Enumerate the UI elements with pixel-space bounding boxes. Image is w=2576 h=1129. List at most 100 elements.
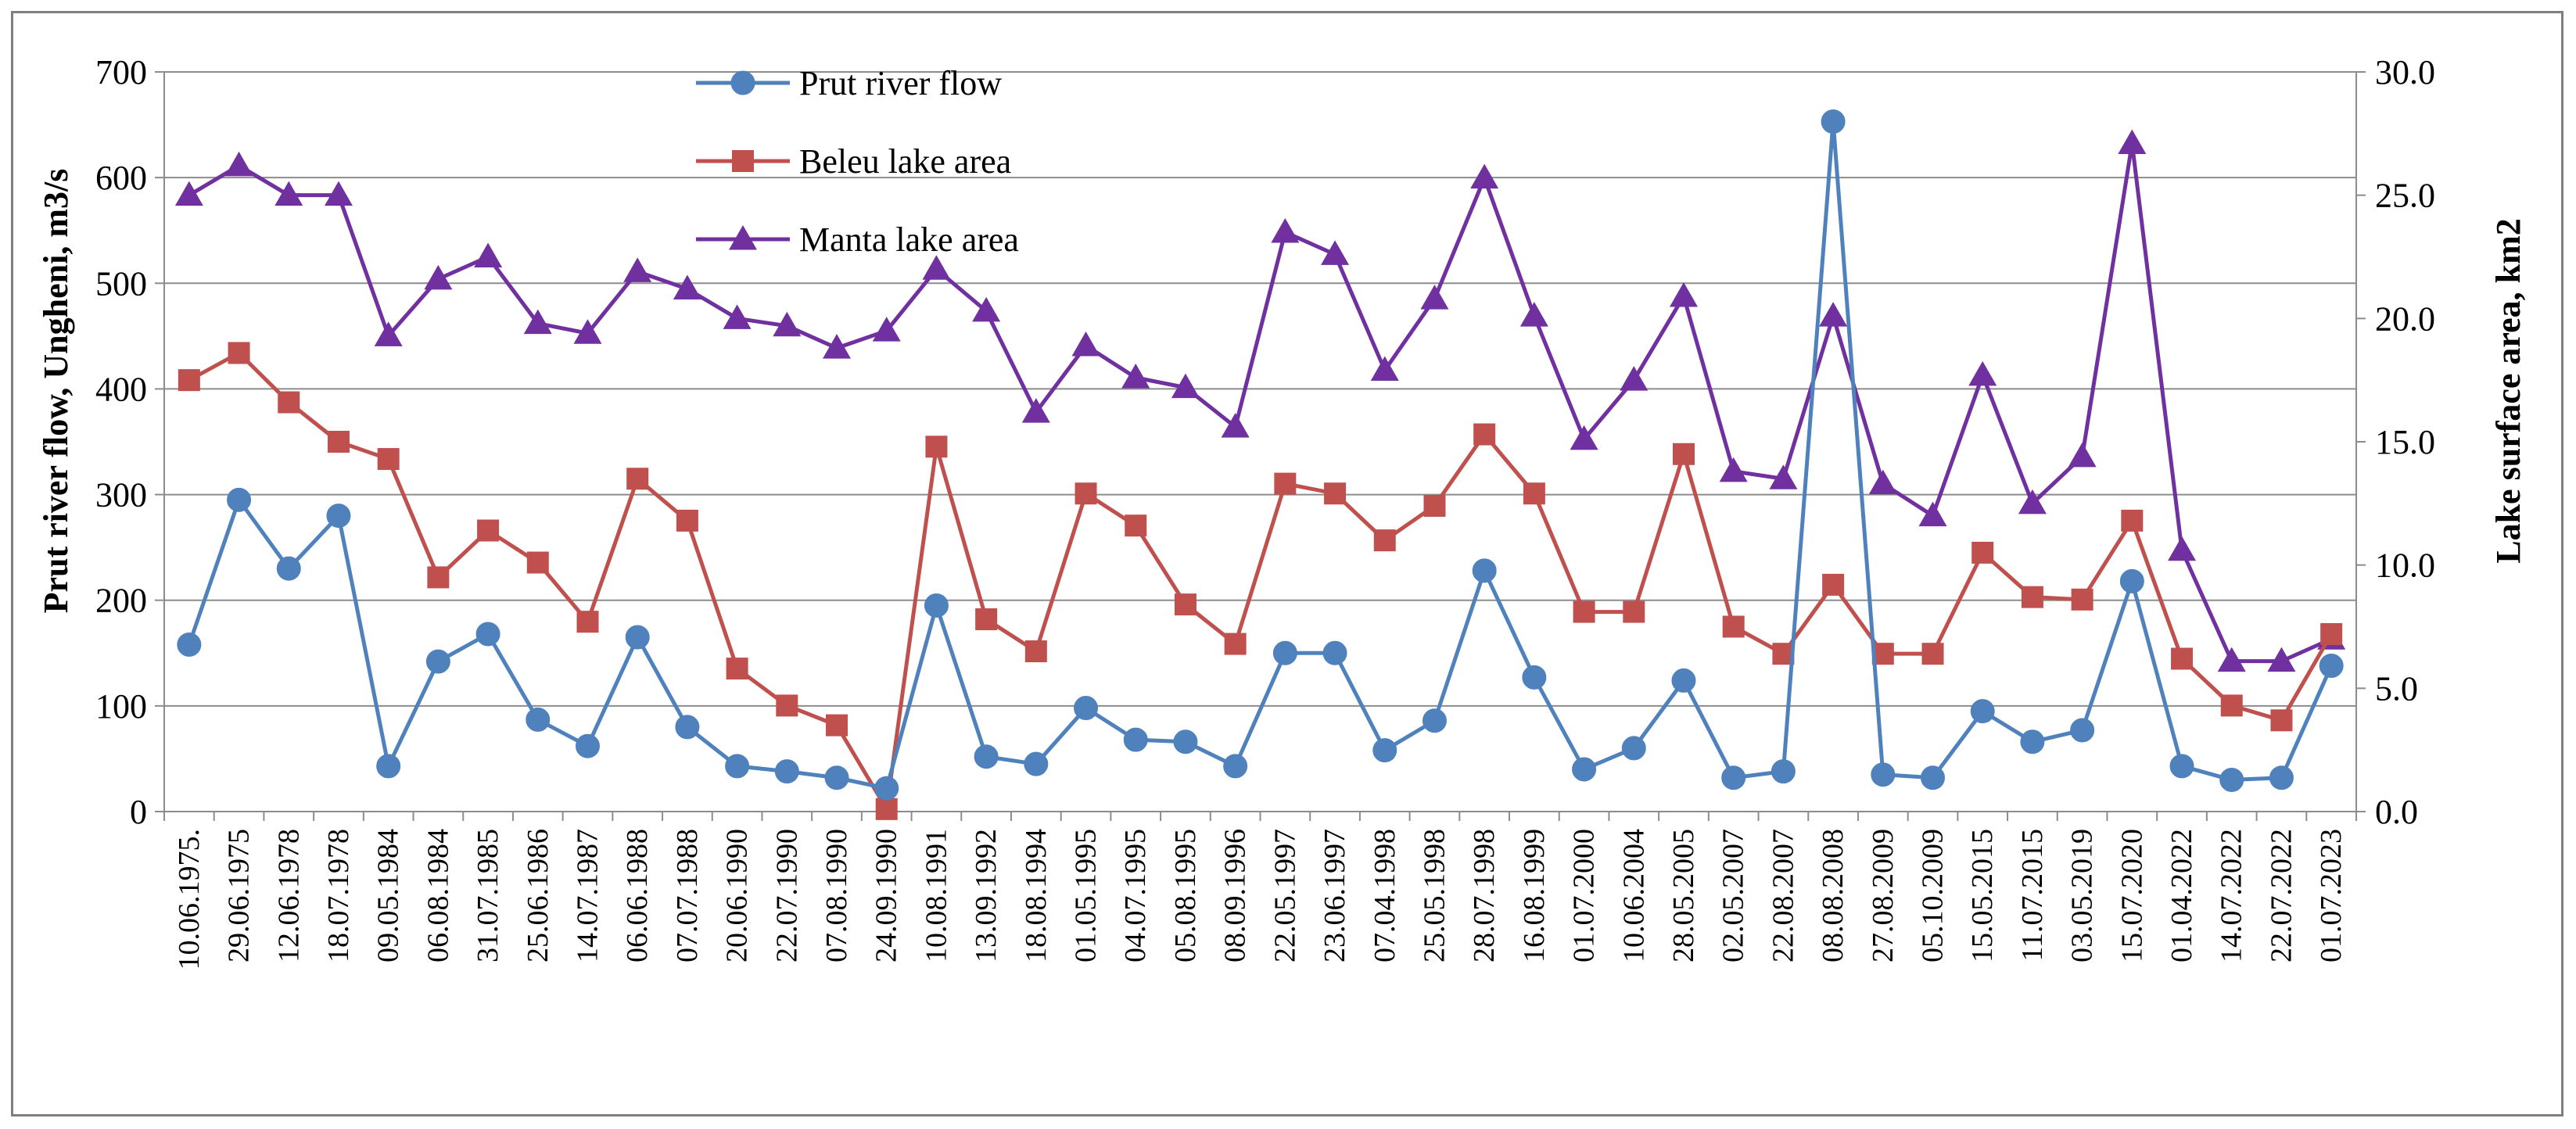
x-tick-label: 01.04.2022 (2165, 829, 2198, 962)
data-point (1572, 757, 1597, 782)
legend: Prut river flow Beleu lake area Manta lake… (696, 64, 1019, 259)
data-point (327, 431, 350, 453)
data-point (2020, 729, 2045, 754)
data-point (1324, 482, 1347, 505)
x-tick-label: 08.08.2008 (1817, 829, 1849, 962)
data-point (1171, 373, 1200, 399)
data-point (623, 257, 652, 282)
series-line (188, 350, 2334, 812)
series-line (187, 120, 2334, 790)
data-point (1024, 751, 1049, 776)
y-left-tick-label: 400 (95, 370, 147, 408)
data-point (675, 715, 700, 740)
x-tick-label: 01.07.2023 (2315, 829, 2348, 962)
x-tick-label: 18.08.1994 (1020, 829, 1053, 962)
x-tick-label: 18.07.1978 (322, 829, 355, 962)
data-point (1071, 332, 1100, 357)
data-point (2118, 129, 2147, 154)
data-point (1121, 364, 1150, 389)
data-point (1721, 765, 1746, 790)
data-point (174, 181, 203, 206)
x-tick-label: 22.08.2007 (1767, 829, 1799, 962)
data-point (1868, 469, 1897, 495)
data-point (924, 593, 949, 618)
data-point (1470, 163, 1499, 189)
data-point (1722, 615, 1745, 638)
x-tick-label: 28.07.1998 (1468, 829, 1501, 962)
data-point (1822, 573, 1845, 596)
x-tick-label: 15.05.2015 (1966, 829, 1999, 962)
data-point (972, 296, 1001, 322)
data-point (477, 519, 500, 542)
data-point (1420, 285, 1449, 310)
data-point (2267, 647, 2296, 672)
gridlines (164, 71, 2356, 707)
x-tick-label: 23.06.1997 (1318, 829, 1351, 962)
data-point (2269, 765, 2294, 790)
x-tick-label: 27.08.2009 (1867, 829, 1900, 962)
x-tick-label: 22.07.2022 (2265, 829, 2298, 962)
data-point (824, 765, 849, 790)
x-tick-label: 12.06.1978 (272, 829, 305, 962)
x-tick-label: 29.06.1975 (223, 829, 256, 962)
x-tick-label: 24.09.1990 (870, 829, 903, 962)
data-point (1074, 696, 1099, 721)
data-point (1918, 501, 1947, 527)
data-point (1669, 281, 1698, 307)
data-point (1769, 464, 1798, 489)
x-tick-label: 09.05.1984 (372, 829, 405, 962)
legend-entry: Prut river flow (696, 64, 1002, 102)
data-point (475, 622, 500, 647)
data-point (776, 694, 798, 717)
y-left-tick-label: 700 (95, 53, 147, 91)
data-point (1423, 494, 1446, 517)
data-point (975, 608, 998, 631)
x-tick-label: 25.05.1998 (1418, 829, 1451, 962)
data-point (1523, 482, 1545, 505)
data-point (1322, 640, 1347, 665)
x-tick-label: 05.08.1995 (1169, 829, 1202, 962)
y-axis-left-ticks: 0 100 200 300 400 500 600 700 (95, 53, 147, 831)
data-point (1473, 423, 1496, 446)
x-tick-label: 25.06.1986 (522, 829, 554, 962)
data-point (376, 754, 401, 779)
data-point (177, 632, 202, 657)
data-point (326, 504, 351, 529)
legend-label: Prut river flow (799, 64, 1002, 102)
data-point (1970, 699, 1995, 724)
y-left-tick-label: 500 (95, 264, 147, 303)
data-point (2121, 509, 2144, 532)
data-point (2219, 767, 2244, 792)
x-tick-label: 20.06.1990 (721, 829, 754, 962)
data-point (773, 311, 802, 337)
data-point (425, 649, 450, 674)
y-left-tick-label: 100 (95, 687, 147, 726)
data-point (625, 625, 650, 650)
data-point (324, 181, 353, 206)
data-point (377, 448, 400, 471)
data-point (2270, 709, 2293, 732)
series-layer (174, 109, 2346, 820)
y-right-tick-label: 0.0 (2375, 793, 2418, 831)
data-point (2021, 586, 2043, 608)
data-point (1871, 762, 1896, 787)
data-point (228, 342, 250, 364)
data-point (573, 319, 602, 344)
data-point (1224, 633, 1247, 655)
data-point (2068, 442, 2097, 468)
data-point (1372, 738, 1397, 763)
data-point (1573, 600, 1595, 623)
x-tick-label: 04.07.1995 (1119, 829, 1152, 962)
y-right-tick-label: 5.0 (2375, 669, 2418, 708)
x-tick-label: 28.05.2005 (1667, 829, 1700, 962)
data-point (2319, 654, 2344, 679)
y-right-tick-label: 20.0 (2375, 299, 2435, 338)
data-point (427, 566, 450, 589)
y-right-tick-label: 15.0 (2375, 423, 2435, 461)
data-point (1021, 398, 1050, 423)
data-point (2071, 588, 2093, 611)
data-point (2217, 647, 2246, 672)
x-tick-label: 11.07.2015 (2016, 829, 2049, 962)
data-point (1672, 443, 1695, 465)
